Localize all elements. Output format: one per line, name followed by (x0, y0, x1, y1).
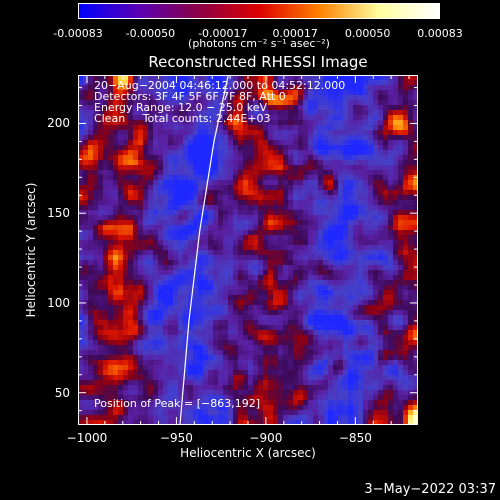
y-tick-label: 200 (47, 116, 70, 131)
y-tick-label: 50 (54, 385, 70, 400)
solar-limb-curve (179, 75, 229, 425)
x-tick-label: −950 (159, 431, 193, 445)
colorbar (78, 3, 440, 19)
x-axis-label: Heliocentric X (arcsec) (180, 446, 316, 460)
y-tick-label: 100 (47, 295, 70, 310)
x-tick-label: −900 (249, 431, 283, 445)
colorbar-tick-label: -0.00017 (198, 27, 248, 40)
colorbar-tick-label: 0.00083 (417, 27, 463, 40)
y-tick-label: 150 (47, 206, 70, 221)
x-tick-label: −850 (338, 431, 372, 445)
timestamp: 3−May−2022 03:37 (364, 482, 496, 497)
y-axis-label: Heliocentric Y (arcsec) (24, 182, 38, 318)
x-tick-label: −1000 (66, 431, 108, 445)
annotation-detectors: Detectors: 3F 4F 5F 6F 7F 8F, Att 0 (94, 90, 286, 103)
annotation-time-range: 20−Aug−2004 04:46:12.000 to 04:52:12.000 (94, 79, 346, 92)
annotation-energy: Energy Range: 12.0 − 25.0 keV (94, 101, 268, 114)
annotation-peak-position: Position of Peak = [−863,192] (94, 397, 261, 410)
heatmap-plot (78, 75, 418, 425)
heatmap-cells (78, 75, 418, 425)
colorbar-tick-label: 0.00017 (272, 27, 318, 40)
colorbar-unit: (photons cm⁻² s⁻¹ asec⁻²) (188, 37, 330, 50)
annotation-clean: Clean Total counts: 2.44E+03 (94, 112, 271, 125)
colorbar-tick-label: 0.00050 (344, 27, 391, 40)
colorbar-tick-label: -0.00083 (53, 27, 103, 40)
colorbar-tick-label: -0.00050 (125, 27, 176, 40)
chart-title: Reconstructed RHESSI Image (148, 53, 368, 71)
plot-frame (78, 75, 418, 425)
